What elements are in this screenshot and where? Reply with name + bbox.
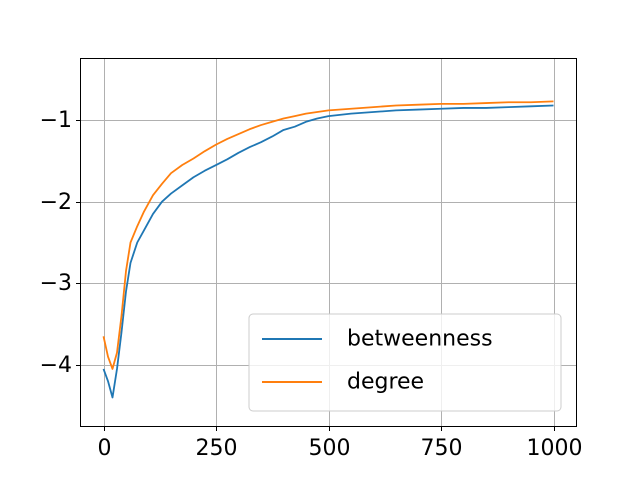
legend-box (248, 313, 562, 412)
legend-label-degree: degree (347, 370, 424, 395)
x-tick-label: 750 (421, 436, 463, 461)
axis-ticks: 0 250 500 750 1000 −4 −3 −2 −1 (40, 108, 583, 461)
x-tick-label: 250 (196, 436, 238, 461)
x-tick-label: 500 (309, 436, 351, 461)
series-lines (102, 100, 554, 399)
x-tick-label: 0 (98, 436, 112, 461)
y-tick-label: −3 (40, 271, 72, 296)
y-tick-label: −2 (40, 190, 72, 215)
series-line-betweenness (102, 104, 554, 399)
legend-label-betweenness: betweenness (347, 327, 493, 352)
y-tick-label: −4 (40, 353, 72, 378)
plot-frame (80, 58, 577, 427)
y-tick-label: −1 (40, 108, 72, 133)
legend: betweenness degree (248, 313, 562, 412)
x-tick-label: 1000 (527, 436, 583, 461)
series-line-degree (102, 100, 554, 370)
